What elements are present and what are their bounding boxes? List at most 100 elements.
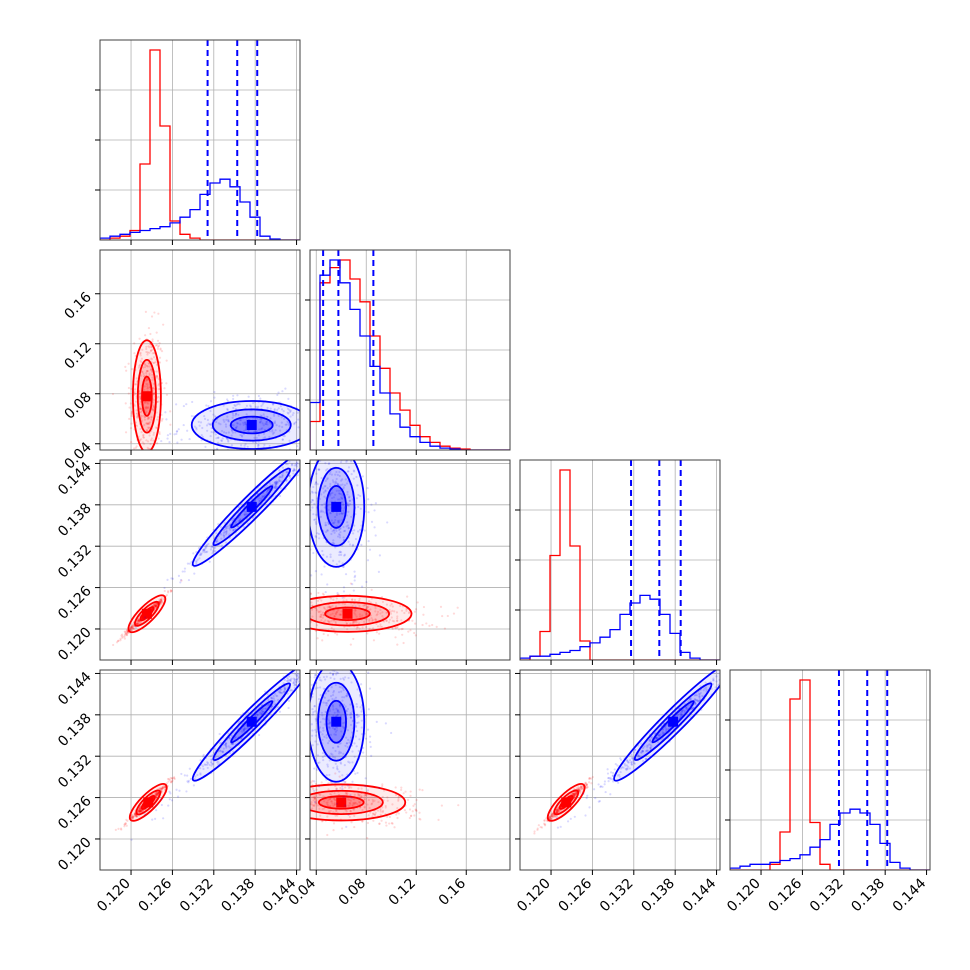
scatter-point	[138, 808, 141, 812]
scatter-point	[283, 687, 286, 690]
scatter-point	[177, 428, 180, 431]
scatter-point	[549, 815, 552, 818]
scatter-point	[306, 683, 308, 685]
scatter-point	[310, 683, 313, 687]
scatter-point	[331, 753, 334, 756]
scatter-point	[344, 705, 347, 708]
scatter-point	[138, 620, 141, 623]
scatter-point	[341, 774, 344, 777]
scatter-point	[156, 792, 160, 795]
scatter-point	[167, 591, 170, 594]
scatter-point	[580, 785, 583, 788]
scatter-point	[357, 493, 360, 497]
scatter-point	[366, 728, 370, 731]
scatter-point	[216, 441, 220, 444]
scatter-point	[154, 792, 157, 795]
x-tick-label: 0.138	[218, 876, 258, 916]
scatter-point	[549, 815, 552, 818]
scatter-point	[316, 743, 319, 746]
scatter-point	[143, 385, 146, 388]
scatter-point	[236, 394, 239, 397]
scatter-point	[185, 790, 188, 793]
scatter-point	[153, 603, 156, 607]
scatter-point	[328, 699, 331, 702]
scatter-point	[169, 792, 172, 795]
scatter-point	[283, 678, 286, 681]
scatter-point	[342, 678, 346, 681]
y-tick-label: 0.138	[55, 500, 95, 540]
scatter-point	[311, 729, 314, 732]
scatter-point	[330, 800, 333, 803]
scatter-point	[356, 714, 359, 717]
scatter-point	[314, 534, 317, 538]
scatter-point	[142, 436, 145, 439]
scatter-point	[348, 801, 351, 805]
scatter-point	[210, 760, 213, 763]
scatter-point	[329, 511, 332, 515]
scatter-point	[129, 426, 133, 430]
scatter-point	[214, 550, 217, 553]
scatter-point	[572, 792, 575, 795]
scatter-point	[202, 548, 206, 551]
scatter-point	[224, 541, 228, 544]
scatter-point	[332, 619, 335, 622]
scatter-point	[345, 460, 348, 463]
scatter-point	[155, 793, 159, 797]
scatter-point	[159, 598, 163, 601]
scatter-point	[145, 345, 148, 348]
scatter-point	[199, 772, 202, 775]
scatter-point	[591, 775, 594, 779]
scatter-point	[153, 361, 156, 364]
scatter-point	[329, 492, 333, 495]
scatter-point	[288, 474, 291, 477]
scatter-point	[372, 812, 375, 816]
scatter-point	[226, 407, 229, 411]
scatter-point	[556, 810, 559, 813]
scatter-point	[372, 639, 376, 642]
scatter-point	[155, 804, 158, 807]
scatter-point	[347, 738, 350, 741]
scatter-point	[632, 760, 635, 763]
scatter-point	[349, 622, 352, 625]
scatter-point	[287, 620, 289, 622]
scatter-point	[141, 809, 144, 812]
scatter-point	[262, 424, 265, 427]
scatter-point	[402, 641, 405, 645]
scatter-point	[341, 596, 344, 599]
scatter-point	[275, 605, 277, 607]
scatter-point	[314, 481, 318, 484]
scatter-point	[330, 686, 333, 689]
scatter-point	[292, 608, 294, 610]
scatter-point	[391, 619, 394, 622]
scatter-point	[317, 468, 320, 471]
scatter-point	[574, 792, 577, 796]
scatter-point	[337, 691, 341, 694]
scatter-point	[536, 828, 539, 831]
scatter-point	[342, 688, 345, 692]
scatter-point	[271, 432, 275, 435]
scatter-point	[343, 596, 346, 599]
scatter-point	[140, 411, 143, 414]
scatter-point	[132, 627, 136, 630]
scatter-point	[203, 417, 207, 421]
scatter-point	[140, 810, 143, 813]
scatter-point	[548, 816, 551, 819]
scatter-point	[280, 408, 284, 411]
scatter-point	[214, 433, 217, 436]
scatter-point	[227, 419, 230, 423]
scatter-point	[240, 729, 243, 733]
scatter-point	[224, 742, 227, 746]
scatter-point	[581, 785, 584, 788]
scatter-point	[161, 786, 164, 789]
scatter-point	[165, 359, 168, 362]
scatter-point	[347, 666, 349, 668]
scatter-point	[265, 420, 268, 424]
scatter-point	[148, 434, 151, 437]
scatter-point	[207, 404, 210, 408]
scatter-point	[219, 525, 222, 529]
scatter-point	[322, 701, 325, 704]
scatter-point	[583, 782, 587, 785]
scatter-point	[138, 364, 141, 368]
scatter-point	[371, 627, 375, 630]
scatter-point	[329, 676, 332, 679]
